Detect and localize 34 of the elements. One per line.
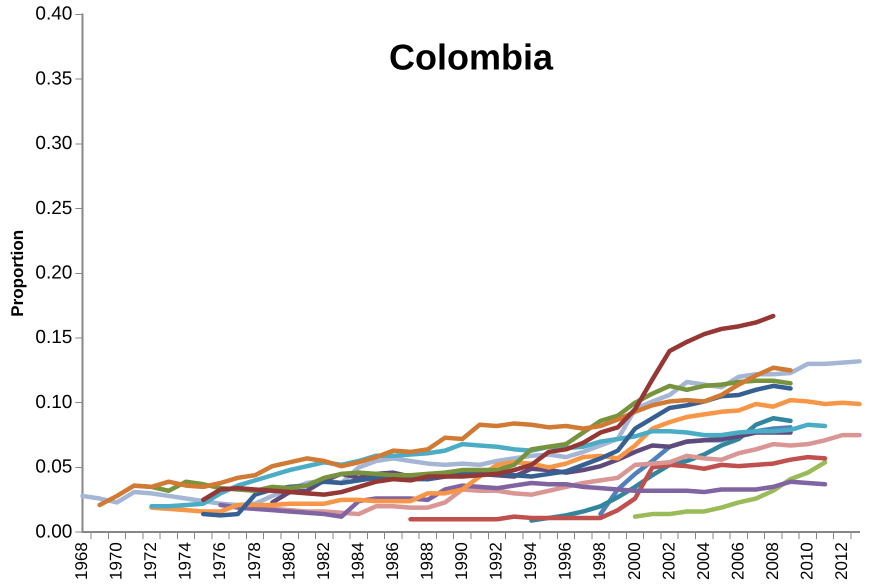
y-tick-label: 0.10 <box>35 392 72 413</box>
x-tick-label: 1980 <box>279 542 298 580</box>
y-tick-label: 0.35 <box>35 68 72 90</box>
y-axis-title: Proportion <box>8 230 27 317</box>
x-tick-label: 1976 <box>210 542 230 580</box>
x-tick-label: 1972 <box>141 542 160 580</box>
y-tick-label: 0.30 <box>35 133 72 154</box>
y-tick-label: 0.05 <box>35 456 72 478</box>
x-tick-label: 2004 <box>694 542 713 580</box>
y-tick-label: 0.15 <box>35 327 72 348</box>
x-tick-label: 1984 <box>348 542 368 580</box>
x-tick-label: 2012 <box>832 542 852 580</box>
text: Colombia <box>388 36 554 78</box>
y-tick-label: 0.25 <box>35 198 72 219</box>
x-tick-label: 1994 <box>521 542 540 580</box>
x-tick-label: 1996 <box>556 542 575 580</box>
y-tick-label: 0.40 <box>35 4 72 25</box>
x-tick-label: 1968 <box>72 542 92 580</box>
x-tick-label: 1982 <box>314 542 333 580</box>
x-tick-label: 1978 <box>244 542 264 580</box>
x-tick-label: 1986 <box>382 542 402 580</box>
x-tick-label: 1988 <box>418 542 436 580</box>
x-tick-label: 1970 <box>106 542 126 580</box>
x-tick-label: 1990 <box>452 542 472 580</box>
x-tick-label: 1974 <box>176 542 195 580</box>
x-tick-label: 2002 <box>659 542 678 580</box>
y-tick-label: 0.20 <box>35 262 72 284</box>
x-tick-label: 2000 <box>624 542 644 580</box>
y-tick-label: 0.00 <box>35 521 72 542</box>
x-tick-label: 2010 <box>797 542 816 580</box>
x-tick-label: 2006 <box>728 542 748 580</box>
x-tick-label: 2008 <box>762 542 782 580</box>
x-tick-label: 1998 <box>590 542 610 580</box>
x-tick-label: 1992 <box>486 542 506 580</box>
